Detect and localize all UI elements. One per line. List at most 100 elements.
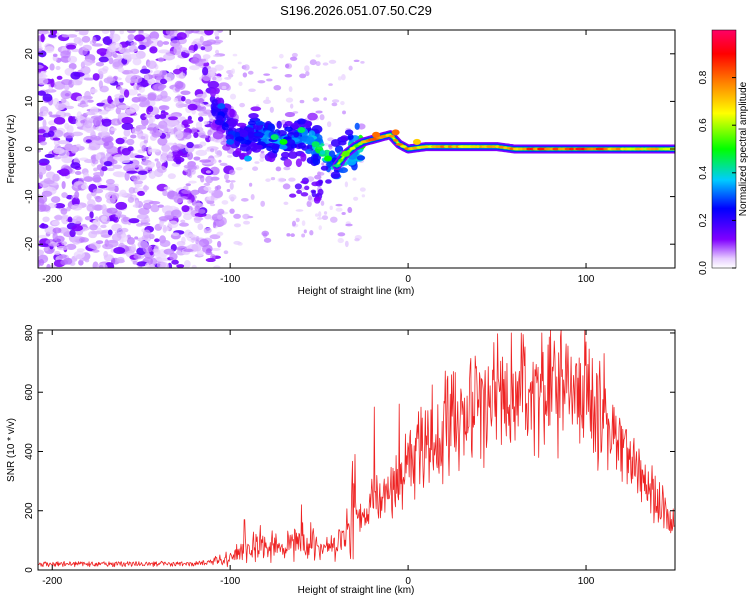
spectrogram-noise-blob xyxy=(169,205,177,211)
spectrogram-noise-blob xyxy=(282,183,291,190)
spectrogram-noise-blob xyxy=(93,136,102,141)
spectrogram-noise-blob xyxy=(38,234,48,239)
spectrogram-noise-blob xyxy=(289,103,294,109)
spectrogram-noise-blob xyxy=(53,117,66,125)
spectrogram-noise-blob xyxy=(116,86,123,91)
spectrogram-noise-blob xyxy=(143,120,149,124)
spectrogram-noise-blob xyxy=(306,200,312,208)
spectrogram-noise-blob xyxy=(320,200,325,206)
spectrogram-noise-blob xyxy=(337,76,342,81)
spectrogram-noise-blob xyxy=(102,36,113,46)
spectrogram-ridge-blob xyxy=(293,131,300,138)
spectrogram-ridge-blob xyxy=(212,130,224,140)
snr-x-ticks: -200 -100 0 100 xyxy=(42,330,595,587)
spectrogram-noise-blob xyxy=(80,184,89,190)
spectrogram-noise-blob xyxy=(186,168,192,177)
spectrogram-noise-blob xyxy=(137,96,148,102)
spectrogram-noise-blob xyxy=(342,110,346,115)
spectrogram-noise-blob xyxy=(155,253,167,262)
spectrogram-noise-blob xyxy=(207,80,220,89)
spectrogram-ridge-blob xyxy=(248,112,259,119)
spectrogram-ridge-blob xyxy=(225,134,234,141)
spectrogram-noise-blob xyxy=(132,57,142,66)
spectrogram-noise-blob xyxy=(154,238,160,243)
spectrogram-noise-blob xyxy=(51,129,64,138)
spectrogram-noise-blob xyxy=(76,95,85,102)
spectrogram-noise-blob xyxy=(106,103,116,109)
spectrogram-noise-blob xyxy=(137,170,148,175)
spectrogram-ridge-blob xyxy=(294,183,302,190)
spectrogram-noise-blob xyxy=(161,143,171,153)
spectrogram-ridge-peak xyxy=(270,134,279,141)
spectrogram-noise-blob xyxy=(70,145,78,154)
spectrogram-noise-blob xyxy=(159,220,164,228)
spectrogram-noise-blob xyxy=(176,264,185,268)
spectrogram-noise-blob xyxy=(180,96,186,102)
spectrogram-ridge-blob xyxy=(356,155,366,161)
spectrogram-noise-blob xyxy=(39,223,49,229)
spectrogram-noise-blob xyxy=(353,59,360,63)
spectrogram-noise-blob xyxy=(49,114,61,118)
spectrogram-noise-blob xyxy=(126,138,135,146)
spectrogram-noise-blob xyxy=(283,201,289,205)
spectrogram-ridge-blob xyxy=(266,146,273,152)
spectrogram-noise-blob xyxy=(179,47,188,52)
spectrogram-ridge-peak xyxy=(341,150,350,157)
spectrogram-noise-blob xyxy=(205,104,213,107)
spectrogram-ridge-blob xyxy=(284,112,296,118)
spectrogram-noise-blob xyxy=(71,235,82,245)
spectrogram-noise-blob xyxy=(183,259,191,268)
snr-axes-frame xyxy=(37,329,676,571)
spectrogram-noise-blob xyxy=(163,248,175,255)
spectrogram-noise-blob xyxy=(56,75,63,80)
spectrogram-noise-blob xyxy=(158,49,170,54)
spectrogram-ridge-blob xyxy=(306,121,313,127)
spectrogram-noise-blob xyxy=(221,200,229,205)
spectrogram-noise-blob xyxy=(146,127,155,131)
spectrogram-noise-blob xyxy=(126,30,136,34)
spectrogram-ridge-blob xyxy=(312,154,319,161)
spectrogram-noise-blob xyxy=(115,137,125,145)
spectrogram-noise-blob xyxy=(45,164,52,172)
spectrogram-noise-blob xyxy=(86,203,95,212)
spectrogram-noise-blob xyxy=(215,139,219,142)
spectrogram-noise-blob xyxy=(178,66,188,72)
spectrogram-noise-blob xyxy=(44,46,55,54)
spectrogram-ridge-blob xyxy=(330,139,341,147)
spectrogram-noise-blob xyxy=(130,175,141,181)
spectrogram-noise-blob xyxy=(335,207,343,212)
spectrogram-noise-blob xyxy=(92,174,102,183)
colorbar-gradient xyxy=(711,29,737,269)
spectrogram-ridge-blob xyxy=(300,152,307,162)
spectrogram-ridge-blob xyxy=(311,125,323,134)
spectrogram-noise-blob xyxy=(214,154,221,158)
spectrogram-noise-blob xyxy=(136,180,142,184)
spectrogram-noise-blob xyxy=(156,40,164,47)
spectrogram-noise-blob xyxy=(76,248,85,253)
spectrogram-noise-blob xyxy=(275,166,282,172)
spectrogram-noise-blob xyxy=(122,216,129,223)
spectrogram-noise-blob xyxy=(198,58,207,62)
spectrogram-noise-blob xyxy=(193,44,198,51)
spectrogram-noise-blob xyxy=(111,223,123,232)
spectrogram-noise-blob xyxy=(98,56,109,63)
spectrogram-noise-blob xyxy=(92,188,104,194)
spectrogram-noise-blob xyxy=(42,119,47,128)
spectrogram-noise-blob xyxy=(54,214,63,221)
spectrogram-noise-blob xyxy=(128,186,136,194)
spectrogram-noise-blob xyxy=(199,35,204,43)
spectrogram-noise-blob xyxy=(38,258,45,266)
spectrogram-noise-blob xyxy=(345,223,353,227)
spectrogram-noise-blob xyxy=(205,258,216,263)
spectrogram-noise-blob xyxy=(113,246,126,254)
spectrogram-ridge-blob xyxy=(318,179,324,185)
spectrogram-noise-blob xyxy=(190,30,200,34)
spectrogram-noise-blob xyxy=(337,238,344,244)
spectrogram-noise-blob xyxy=(309,59,317,66)
spectrogram-noise-blob xyxy=(138,44,146,50)
spectrogram-noise-blob xyxy=(269,106,274,113)
spectrogram-noise-blob xyxy=(123,89,130,98)
spectrogram-noise-blob xyxy=(142,202,152,210)
spectrogram-ridge-point xyxy=(498,145,505,149)
spectrogram-noise-blob xyxy=(60,90,72,100)
